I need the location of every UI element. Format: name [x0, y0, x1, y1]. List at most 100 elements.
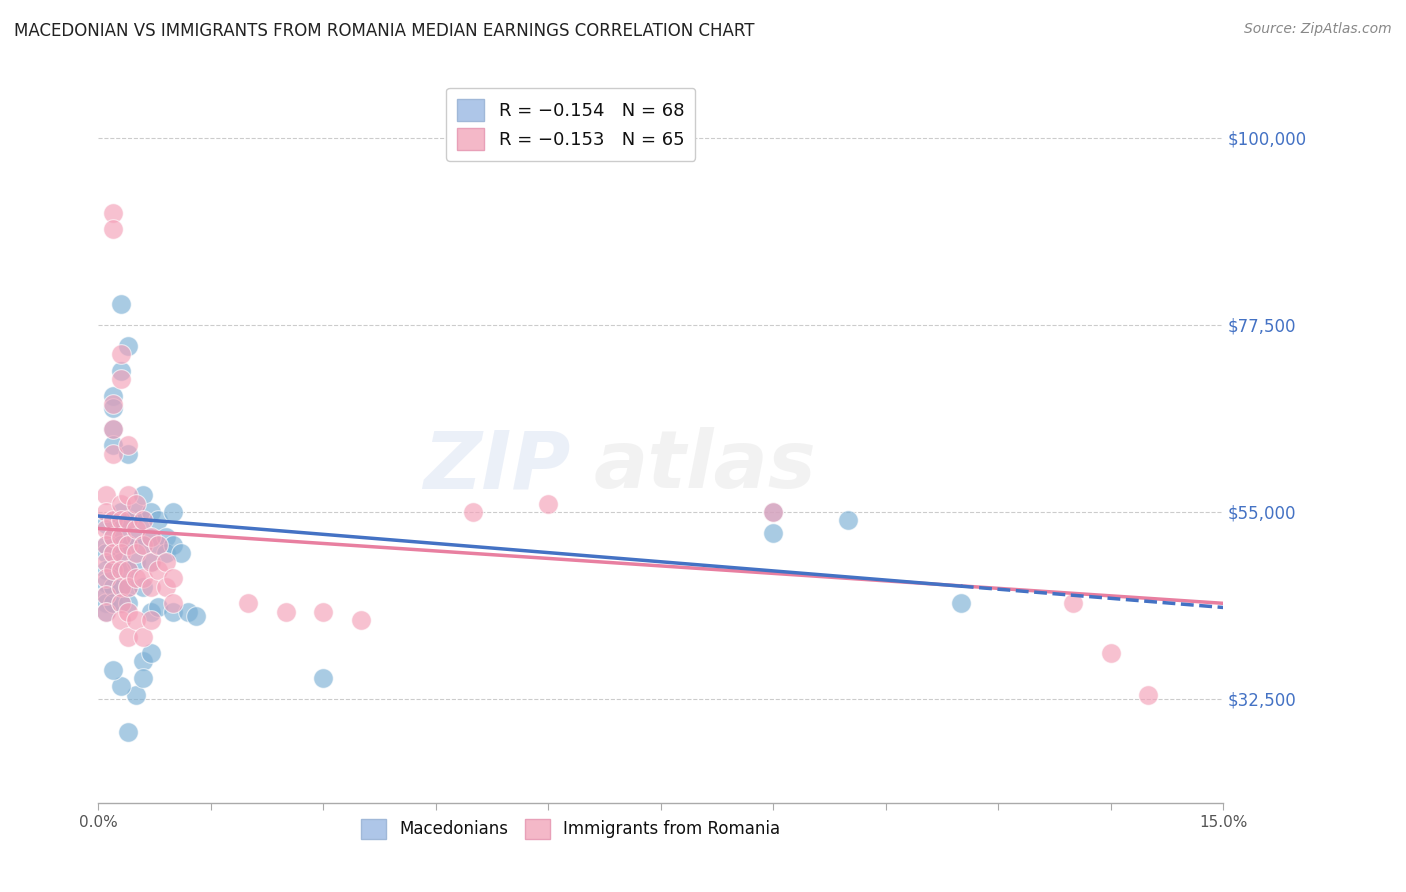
Point	[94, 521, 117, 535]
Point	[177, 605, 200, 619]
Point	[949, 596, 972, 610]
Point	[117, 725, 139, 739]
Point	[139, 580, 162, 594]
Point	[110, 563, 132, 577]
Point	[94, 538, 117, 552]
Point	[132, 513, 155, 527]
Point	[125, 571, 148, 585]
Point	[1099, 646, 1122, 660]
Point	[162, 605, 184, 619]
Point	[117, 447, 139, 461]
Point	[110, 297, 132, 311]
Point	[103, 546, 125, 560]
Point	[139, 505, 162, 519]
Point	[1062, 596, 1084, 610]
Point	[117, 596, 139, 610]
Point	[110, 530, 132, 544]
Point	[103, 580, 125, 594]
Point	[103, 397, 125, 411]
Point	[184, 608, 207, 623]
Point	[837, 513, 859, 527]
Point	[110, 505, 132, 519]
Point	[103, 563, 125, 577]
Point	[139, 530, 162, 544]
Point	[155, 555, 177, 569]
Point	[94, 588, 117, 602]
Point	[148, 600, 170, 615]
Point	[155, 580, 177, 594]
Point	[94, 571, 117, 585]
Point	[125, 613, 148, 627]
Point	[463, 505, 485, 519]
Point	[110, 596, 132, 610]
Point	[94, 575, 117, 590]
Point	[125, 505, 148, 519]
Point	[132, 630, 155, 644]
Point	[110, 363, 132, 377]
Point	[132, 488, 155, 502]
Point	[155, 530, 177, 544]
Point	[110, 372, 132, 386]
Point	[537, 497, 560, 511]
Point	[139, 555, 162, 569]
Point	[125, 688, 148, 702]
Point	[94, 517, 117, 532]
Point	[148, 563, 170, 577]
Point	[117, 339, 139, 353]
Point	[139, 605, 162, 619]
Point	[274, 605, 297, 619]
Text: MACEDONIAN VS IMMIGRANTS FROM ROMANIA MEDIAN EARNINGS CORRELATION CHART: MACEDONIAN VS IMMIGRANTS FROM ROMANIA ME…	[14, 22, 755, 40]
Point	[162, 596, 184, 610]
Point	[110, 497, 132, 511]
Point	[94, 605, 117, 619]
Point	[110, 680, 132, 694]
Point	[312, 671, 335, 685]
Point	[155, 546, 177, 560]
Point	[103, 388, 125, 402]
Point	[110, 555, 132, 569]
Text: Source: ZipAtlas.com: Source: ZipAtlas.com	[1244, 22, 1392, 37]
Point	[110, 546, 132, 560]
Point	[125, 530, 148, 544]
Point	[103, 513, 125, 527]
Point	[132, 580, 155, 594]
Point	[94, 546, 117, 560]
Point	[103, 563, 125, 577]
Point	[762, 505, 785, 519]
Point	[148, 513, 170, 527]
Point	[103, 663, 125, 677]
Point	[762, 525, 785, 540]
Point	[125, 497, 148, 511]
Point	[350, 613, 373, 627]
Point	[170, 546, 193, 560]
Legend: Macedonians, Immigrants from Romania: Macedonians, Immigrants from Romania	[354, 812, 787, 846]
Point	[103, 596, 125, 610]
Point	[117, 488, 139, 502]
Point	[110, 596, 132, 610]
Point	[117, 580, 139, 594]
Point	[132, 538, 155, 552]
Point	[139, 646, 162, 660]
Point	[139, 530, 162, 544]
Point	[125, 555, 148, 569]
Point	[117, 563, 139, 577]
Point	[125, 521, 148, 535]
Point	[117, 538, 139, 552]
Point	[103, 530, 125, 544]
Point	[94, 605, 117, 619]
Point	[110, 513, 132, 527]
Point	[103, 222, 125, 236]
Point	[103, 422, 125, 436]
Point	[762, 505, 785, 519]
Point	[117, 580, 139, 594]
Text: ZIP: ZIP	[423, 427, 571, 506]
Point	[132, 655, 155, 669]
Point	[139, 555, 162, 569]
Point	[162, 571, 184, 585]
Point	[117, 630, 139, 644]
Point	[117, 538, 139, 552]
Point	[110, 613, 132, 627]
Point	[312, 605, 335, 619]
Point	[103, 438, 125, 452]
Text: atlas: atlas	[593, 427, 815, 506]
